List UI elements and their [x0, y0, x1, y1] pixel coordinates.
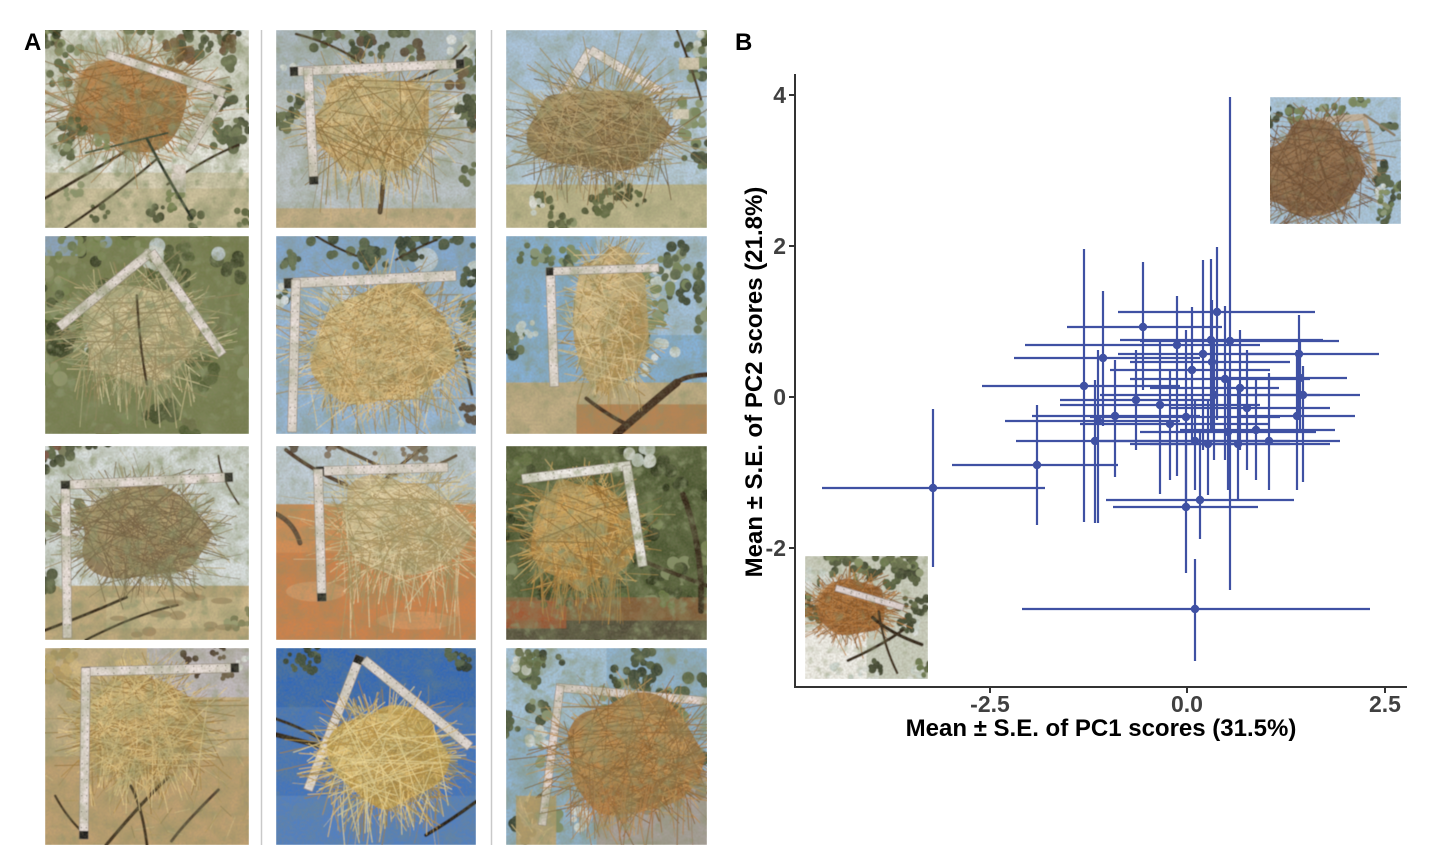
svg-text:2.5: 2.5	[1369, 691, 1401, 717]
svg-text:B: B	[735, 29, 752, 56]
svg-text:0.0: 0.0	[1171, 691, 1203, 717]
svg-text:-2.5: -2.5	[970, 691, 1010, 717]
svg-text:-2: -2	[766, 535, 786, 561]
svg-text:0: 0	[773, 384, 786, 410]
svg-text:4: 4	[773, 82, 786, 108]
svg-text:2: 2	[773, 233, 786, 259]
svg-text:A: A	[24, 29, 41, 56]
svg-text:Mean ± S.E. of PC2 scores (21.: Mean ± S.E. of PC2 scores (21.8%)	[741, 187, 768, 578]
svg-text:Mean ± S.E. of PC1 scores (31.: Mean ± S.E. of PC1 scores (31.5%)	[906, 715, 1297, 742]
